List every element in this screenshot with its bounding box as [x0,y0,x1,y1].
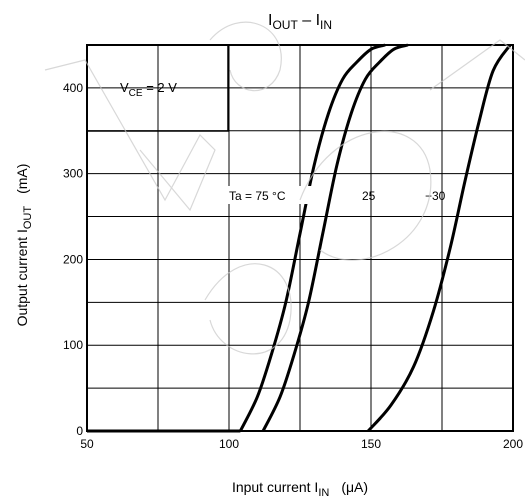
x-tick-label: 150 [361,437,381,451]
series-line-2 [261,43,409,432]
plot-frame [86,44,514,432]
y-tick-label: 100 [63,338,83,352]
x-tick-labels: 50 100 150 200 [80,437,523,451]
y-tick-label: 400 [63,81,83,95]
y-tick-label: 200 [63,252,83,266]
y-tick-labels: 0 100 200 300 400 [63,81,83,438]
x-tick-label: 50 [80,437,94,451]
y-tick-label: 0 [76,424,83,438]
ta-75-label: Ta = 75 °C [229,189,286,203]
vce-annotation: VCE = 2 V [120,80,177,99]
series-line-1 [239,43,386,432]
chart-title: IOUT – IIN [268,12,332,32]
x-tick-label: 100 [219,437,239,451]
y-tick-label: 300 [63,167,83,181]
ta-label-bg [227,186,315,204]
y-axis-label: Output current IOUT(mA) [14,164,34,327]
x-axis-label: Input current IIN (μA) [232,479,368,499]
curve-minus30-label: −30 [425,189,446,203]
series-group [87,43,512,433]
x-tick-label: 200 [503,437,523,451]
curve-25-label: 25 [362,189,376,203]
series-line-3 [367,44,512,433]
